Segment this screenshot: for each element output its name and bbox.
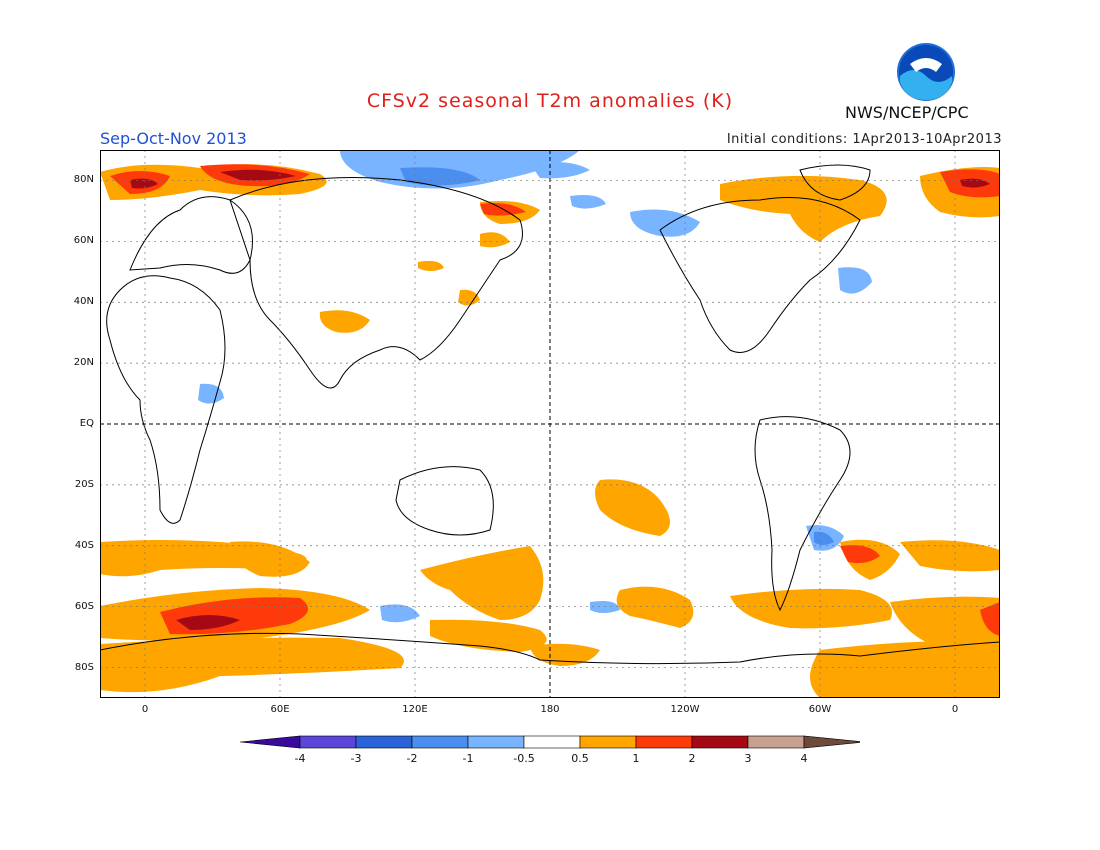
colorbar-tick-label: 0.5: [571, 752, 589, 765]
colorbar-tick-label: -3: [350, 752, 362, 765]
agency-label: NWS/NCEP/CPC: [845, 103, 969, 122]
colorbar-segment: [523, 735, 581, 749]
longitude-label: 60E: [270, 704, 290, 715]
coastlines: [100, 164, 1000, 665]
colorbar-segment: [467, 735, 525, 749]
colorbar-tick-label: 4: [800, 752, 808, 765]
colorbar-tick-label: -2: [406, 752, 418, 765]
strong-negative-anomaly-regions: [400, 167, 834, 545]
colorbar-segment: [635, 735, 693, 749]
chart-title: CFSv2 seasonal T2m anomalies (K): [366, 90, 734, 112]
colorbar-segment: [691, 735, 749, 749]
latitude-label: 40N: [73, 296, 94, 308]
latitude-label: 60S: [74, 600, 94, 612]
latitude-label: 80S: [74, 661, 94, 673]
colorbar-segment: [747, 735, 805, 749]
temperature-anomaly-map: [100, 150, 1000, 698]
latitude-label: 20N: [73, 357, 94, 369]
longitude-label: 0: [951, 704, 959, 715]
longitude-label: 180: [540, 704, 560, 715]
latitude-label: 40S: [74, 539, 94, 551]
extreme-positive-anomaly-regions: [130, 169, 990, 630]
initial-conditions-label: Initial conditions: 1Apr2013-10Apr2013: [726, 132, 1002, 147]
colorbar-tick-label: -1: [462, 752, 474, 765]
latitude-label: 80N: [73, 174, 94, 186]
period-label: Sep-Oct-Nov 2013: [100, 129, 247, 148]
longitude-label: 0: [141, 704, 149, 715]
colorbar: [240, 735, 860, 749]
noaa-logo-icon: [897, 43, 955, 101]
colorbar-tick-label: -0.5: [513, 752, 535, 765]
map-gridlines: [100, 150, 1000, 698]
latitude-label: 20S: [74, 478, 94, 490]
colorbar-segment: [803, 735, 860, 749]
colorbar-segment: [579, 735, 637, 749]
colorbar-segment: [411, 735, 469, 749]
negative-anomaly-regions: [198, 150, 872, 623]
colorbar-tick-label: 3: [744, 752, 752, 765]
latitude-label: 60N: [73, 235, 94, 247]
colorbar-tick-label: 1: [632, 752, 640, 765]
longitude-label: 120W: [670, 704, 700, 715]
colorbar-tick-label: 2: [688, 752, 696, 765]
colorbar-segment: [299, 735, 357, 749]
latitude-label: EQ: [79, 418, 94, 429]
colorbar-segment: [240, 735, 301, 749]
colorbar-tick-label: -4: [294, 752, 306, 765]
colorbar-segment: [355, 735, 413, 749]
longitude-label: 60W: [808, 704, 832, 715]
longitude-label: 120E: [402, 704, 428, 715]
